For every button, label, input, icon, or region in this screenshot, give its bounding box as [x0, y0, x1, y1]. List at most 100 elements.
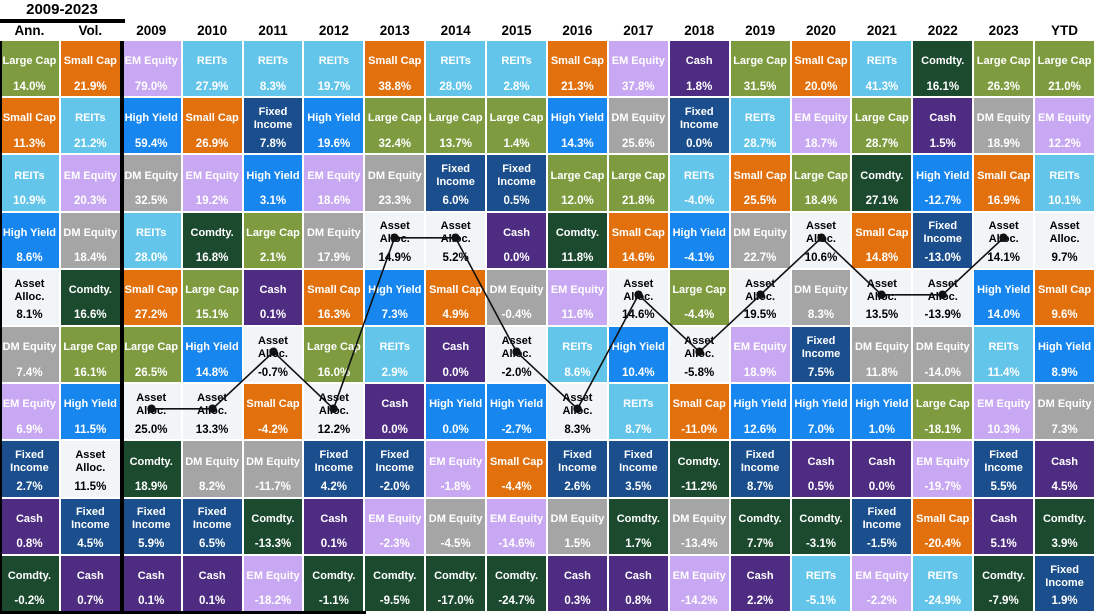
return-cell: EM Equity -2.2% [852, 555, 912, 611]
return-value: 32.5% [134, 194, 168, 207]
asset-label: Fixed Income [375, 449, 415, 475]
asset-label: Fixed Income [558, 449, 597, 475]
return-cell: Fixed Income 1.9% [1035, 555, 1094, 611]
return-cell: Small Cap 9.6% [1035, 269, 1094, 325]
return-value: 18.9% [987, 137, 1020, 150]
asset-label: Fixed Income [436, 163, 475, 189]
return-cell: Comdty. -0.2% [0, 555, 59, 611]
returns-grid: Large Cap 14.0% Small Cap 21.9% EM Equity 79.… [0, 41, 1094, 611]
return-value: -4.2% [257, 423, 289, 436]
return-cell: Asset Alloc. -2.0% [487, 327, 546, 383]
return-cell: Comdty. 7.7% [730, 498, 790, 554]
asset-label: Comdty. [190, 226, 234, 239]
asset-label: Comdty. [7, 570, 52, 583]
asset-label: DM Equity [976, 112, 1031, 125]
column-header: 2009 [136, 23, 167, 38]
return-cell: Large Cap 28.7% [852, 98, 912, 154]
return-value: 12.2% [317, 423, 351, 436]
return-value: -7.9% [988, 595, 1019, 608]
return-cell: High Yield 8.9% [1035, 327, 1094, 383]
return-cell: EM Equity 18.7% [791, 98, 851, 154]
asset-label: Large Cap [550, 169, 605, 182]
asset-label: Fixed Income [314, 449, 354, 475]
return-cell: REITs 10.1% [1035, 155, 1094, 211]
asset-label: Comdty. [1042, 512, 1087, 525]
return-cell: High Yield -2.7% [487, 384, 546, 440]
return-cell: REITs 28.0% [121, 212, 181, 268]
column-header: YTD [1051, 23, 1079, 38]
column-header: 2017 [623, 23, 654, 38]
return-value: 0.8% [16, 538, 43, 551]
return-value: 16.3% [317, 309, 351, 322]
return-value: -12.7% [924, 194, 961, 207]
column-header: 2021 [866, 23, 897, 38]
return-value: 23.3% [378, 194, 412, 207]
return-cell: Small Cap 21.9% [60, 41, 120, 97]
return-cell: Large Cap 18.4% [791, 155, 851, 211]
asset-label: Small Cap [550, 55, 605, 68]
return-value: 38.8% [378, 80, 412, 93]
asset-label: Cash [807, 455, 835, 468]
return-value: -1.5% [866, 538, 897, 551]
return-cell: Large Cap 12.0% [548, 155, 607, 211]
return-cell: High Yield 12.6% [730, 384, 790, 440]
return-cell: EM Equity 6.9% [0, 384, 59, 440]
return-value: 11.4% [987, 366, 1020, 379]
return-value: 0.5% [807, 480, 835, 493]
return-cell: EM Equity 18.9% [730, 327, 790, 383]
return-cell: Large Cap 26.3% [974, 41, 1034, 97]
return-value: 20.3% [74, 194, 107, 207]
return-cell: Fixed Income -1.5% [852, 498, 912, 554]
return-cell: REITs 8.6% [548, 327, 607, 383]
asset-label: High Yield [794, 398, 848, 411]
return-value: -4.4% [501, 480, 532, 493]
return-value: 3.9% [1051, 538, 1078, 551]
period-underline [0, 19, 125, 23]
return-cell: High Yield 14.8% [182, 327, 242, 383]
return-value: -4.1% [684, 252, 715, 265]
return-cell: REITs -24.9% [913, 555, 973, 611]
return-cell: EM Equity 19.2% [182, 155, 242, 211]
return-value: 16.6% [74, 309, 107, 322]
return-value: 8.3% [564, 423, 591, 436]
asset-label: EM Equity [1037, 112, 1092, 125]
return-value: 27.2% [134, 309, 168, 322]
return-cell: DM Equity 8.2% [182, 441, 242, 497]
column-header: Vol. [78, 23, 103, 38]
asset-label: Small Cap [63, 55, 117, 68]
return-cell: DM Equity 7.3% [1035, 384, 1094, 440]
return-cell: DM Equity 11.8% [852, 327, 912, 383]
return-value: 2.7% [16, 480, 43, 493]
return-value: 0.1% [320, 538, 347, 551]
asset-label: Cash [503, 226, 530, 239]
return-cell: Large Cap 31.5% [730, 41, 790, 97]
return-cell: Small Cap 16.9% [974, 155, 1034, 211]
asset-label: Cash [746, 570, 774, 583]
asset-label: Large Cap [246, 226, 300, 239]
asset-label: EM Equity [977, 398, 1031, 411]
return-value: -5.8% [684, 366, 715, 379]
return-value: -0.7% [257, 366, 289, 379]
asset-label: Asset Alloc. [14, 277, 45, 303]
asset-label: REITs [318, 55, 350, 68]
asset-label: Comdty. [494, 570, 539, 583]
return-value: -18.1% [924, 423, 961, 436]
asset-label: Small Cap [489, 455, 544, 468]
asset-label: High Yield [1037, 341, 1092, 354]
asset-label: Asset Alloc. [745, 277, 776, 303]
return-cell: Asset Alloc. 25.0% [121, 384, 181, 440]
return-value: 2.1% [259, 252, 287, 265]
return-value: 8.3% [259, 80, 287, 93]
return-value: 26.3% [987, 80, 1020, 93]
return-value: 0.7% [77, 595, 104, 608]
return-value: 14.1% [987, 252, 1020, 265]
return-value: 4.5% [1051, 480, 1078, 493]
asset-label: Large Cap [124, 341, 179, 354]
asset-label: Large Cap [367, 112, 422, 125]
return-value: 3.1% [259, 194, 287, 207]
return-value: -11.7% [255, 480, 291, 493]
return-cell: Large Cap 26.5% [121, 327, 181, 383]
return-value: 8.9% [1051, 366, 1078, 379]
asset-label: Cash [259, 284, 287, 297]
asset-label: Comdty. [129, 455, 173, 468]
